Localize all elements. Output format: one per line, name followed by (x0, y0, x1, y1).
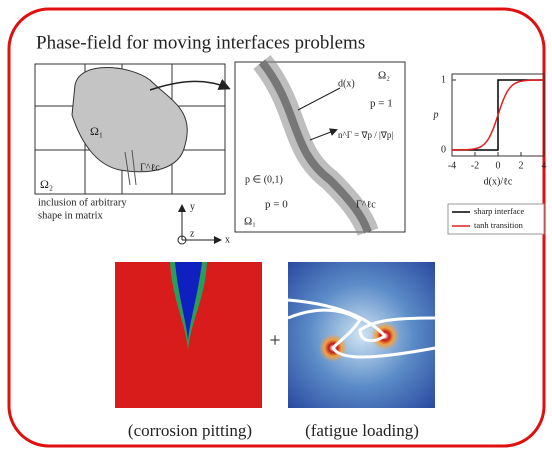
label: p = 1 (370, 98, 393, 110)
y-axis-label: p (433, 109, 439, 120)
label: Γ^ℓc (140, 162, 160, 173)
legend-label: tanh transition (474, 220, 524, 230)
label: y (190, 201, 195, 212)
x-tick-label: 2 (519, 160, 524, 171)
x-tick-label: -2 (471, 160, 479, 171)
caption: (fatigue loading) (305, 421, 419, 440)
plus: + (269, 330, 280, 352)
label: Ω₁ (90, 124, 103, 138)
caption: shape in matrix (38, 210, 103, 221)
title: Phase-field for moving interfaces proble… (36, 32, 365, 53)
caption: inclusion of arbitrary (38, 197, 127, 208)
label: Γ^ℓc (356, 199, 376, 210)
middle-panel (235, 62, 405, 232)
label: Ω₁ (244, 216, 256, 228)
y-tick-label: 1 (441, 74, 446, 85)
label: p = 0 (265, 199, 288, 211)
caption: (corrosion pitting) (128, 421, 252, 440)
x-axis-label: d(x)/ℓc (484, 176, 513, 187)
x-tick-label: -4 (448, 160, 456, 171)
y-tick-label: 0 (441, 144, 446, 155)
label: Ω₂ (40, 177, 53, 191)
x-tick-label: 0 (496, 160, 501, 171)
x-tick-label: 4 (542, 160, 547, 171)
slide: Phase-field for moving interfaces proble… (0, 0, 552, 454)
label: d(x) (338, 78, 355, 89)
label: n^Γ = ∇p / |∇p| (338, 130, 393, 140)
label: z (190, 228, 195, 239)
label: Ω₂ (378, 70, 390, 82)
label: p ∈ (0,1) (245, 174, 283, 185)
label: x (225, 234, 230, 245)
legend-label: sharp interface (474, 206, 524, 216)
